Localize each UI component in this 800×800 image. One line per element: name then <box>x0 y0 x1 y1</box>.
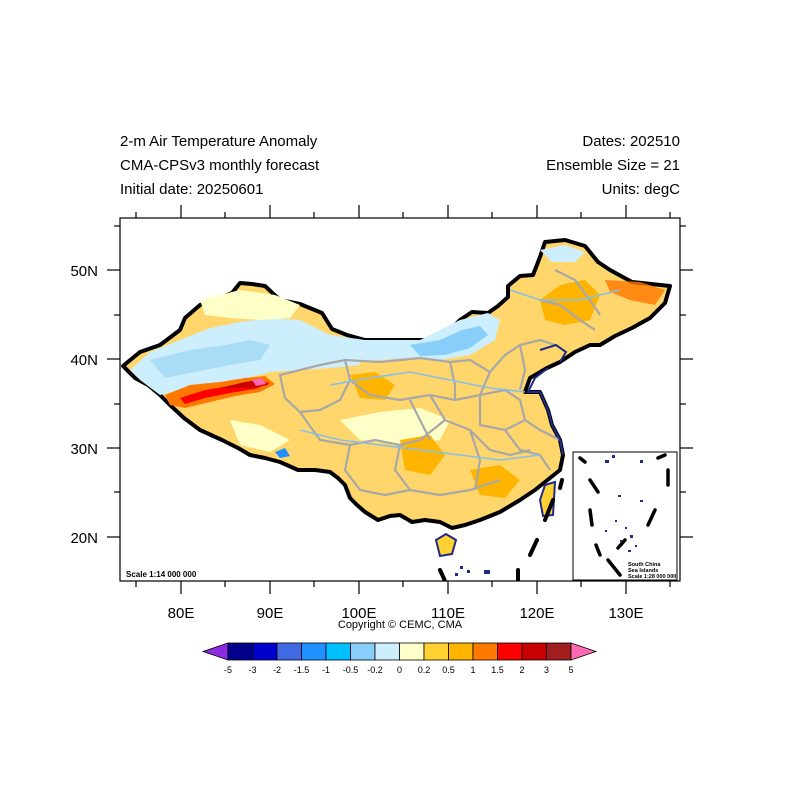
colorbar-swatch <box>423 642 449 661</box>
colorbar-label: 1.5 <box>491 665 504 675</box>
lon-label-90e: 90E <box>257 605 284 622</box>
colorbar-label: -5 <box>223 665 232 675</box>
colorbar-swatch <box>350 642 376 661</box>
ensemble-size-label: Ensemble Size = 21 <box>546 157 680 174</box>
lon-label-80e: 80E <box>168 605 195 622</box>
colorbar-swatch <box>546 642 572 661</box>
colorbar-swatch <box>227 642 253 661</box>
colorbar-swatch <box>374 642 400 661</box>
inset-label-2: Sea Islands <box>628 568 658 574</box>
lat-label-30n: 30N <box>70 441 98 458</box>
inset-map: South China Sea Islands Scale 1:28 000 0… <box>572 451 678 581</box>
lat-label-40n: 40N <box>70 352 98 369</box>
copyright-label: Copyright © CEMC, CMA <box>337 619 463 631</box>
inset-scale-label: Scale 1:28 000 000 <box>628 574 676 580</box>
lon-label-100e: 100E <box>341 605 376 622</box>
lat-label-20n: 20N <box>70 530 98 547</box>
colorbar-label: -3 <box>248 665 257 675</box>
axis-ticks <box>107 205 693 594</box>
rivers <box>299 289 621 461</box>
lat-label-50n: 50N <box>70 263 98 280</box>
colorbar-label: 2 <box>519 665 525 675</box>
colorbar-label: -1.5 <box>293 665 310 675</box>
colorbar-label: -1 <box>321 665 330 675</box>
initial-date-label: Initial date: 20250601 <box>120 181 264 198</box>
colorbar-label: 3 <box>543 665 549 675</box>
map-border <box>119 217 681 582</box>
colorbar-swatch <box>497 642 523 661</box>
scale-label: Scale 1:14 000 000 <box>126 570 197 579</box>
lon-label-130e: 130E <box>608 605 643 622</box>
colorbar-label: -0.5 <box>342 665 359 675</box>
colorbar-label: -2 <box>272 665 281 675</box>
colorbar-swatch <box>301 642 327 661</box>
colorbar-label: 0.5 <box>442 665 455 675</box>
colorbar-label: 0 <box>396 665 402 675</box>
longitude-labels: 80E 90E 100E 110E 120E 130E <box>168 605 644 622</box>
colorbar-label: 0.2 <box>417 665 431 675</box>
map-title: 2-m Air Temperature Anomaly <box>120 133 318 150</box>
colorbar-swatch <box>521 642 547 661</box>
map-panel: Scale 1:14 000 000 <box>120 218 680 581</box>
colorbar-swatch <box>201 642 229 661</box>
colorbar-swatch <box>325 642 351 661</box>
colorbar-swatch <box>252 642 278 661</box>
province-boundaries <box>278 269 601 497</box>
dates-label: Dates: 202510 <box>582 133 680 150</box>
colorbar-swatch <box>276 642 302 661</box>
colorbar-label: -0.2 <box>367 665 383 675</box>
colorbar <box>201 642 598 661</box>
colorbar-label: 5 <box>568 665 574 675</box>
colorbar-label: 1 <box>470 665 476 675</box>
inset-label-1: South China <box>628 562 661 568</box>
small-islands <box>455 566 490 576</box>
colorbar-swatch <box>448 642 474 661</box>
model-subtitle: CMA-CPSv3 monthly forecast <box>120 157 320 174</box>
units-label: Units: degC <box>601 181 680 198</box>
lon-label-120e: 120E <box>519 605 554 622</box>
colorbar-swatch <box>399 642 425 661</box>
latitude-labels: 50N 40N 30N 20N <box>70 263 98 547</box>
dash-line <box>438 478 564 581</box>
colorbar-swatch <box>472 642 498 661</box>
colorbar-swatch <box>570 642 598 661</box>
lon-label-110e: 110E <box>431 605 465 622</box>
